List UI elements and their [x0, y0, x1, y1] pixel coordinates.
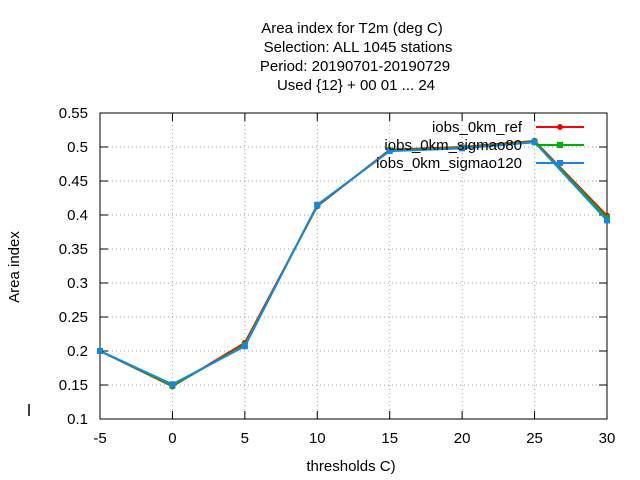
data-point: [241, 343, 248, 350]
y-tick-label: 0.35: [59, 241, 88, 258]
title-line-3: Period: 20190701-20190729: [260, 58, 450, 75]
x-tick-label: 10: [309, 430, 326, 447]
legend-marker: [557, 142, 563, 148]
series-line-iobs_0km_sigmao120: [99, 141, 608, 386]
title-line-1: Area index for T2m (deg C): [261, 20, 442, 37]
legend-marker: [557, 124, 563, 130]
chart-title: Area index for T2m (deg C) Selection: AL…: [260, 20, 452, 94]
x-tick-label: 20: [454, 430, 471, 447]
y-tick-label: 0.2: [67, 343, 88, 360]
axis-ticks: -5 0 5 10 15 20 25 30 0.1 0.15 0.2 0.25 0.3 0.35 0.4 0.…: [59, 105, 616, 447]
plot-border: [99, 112, 608, 420]
y-tick-label: 0.1: [67, 411, 88, 428]
data-point: [314, 201, 321, 208]
data-point: [604, 217, 610, 224]
legend-label: iobs_0km_sigmao80: [384, 137, 522, 154]
x-tick-label: -5: [93, 430, 106, 447]
y-tick-label: 0.4: [67, 207, 88, 224]
x-axis-label: thresholds C): [306, 458, 395, 475]
x-tick-label: 5: [241, 430, 249, 447]
y-tick-label: 0.45: [59, 173, 88, 190]
legend: iobs_0km_refiobs_0km_sigmao80iobs_0km_si…: [376, 119, 584, 172]
x-tick-label: 15: [381, 430, 398, 447]
legend-marker: [557, 160, 563, 166]
x-tick-label: 25: [526, 430, 543, 447]
y-axis-label: Area index: [6, 231, 23, 303]
x-tick-label: 0: [168, 430, 176, 447]
legend-label: iobs_0km_ref: [432, 119, 523, 136]
legend-label: iobs_0km_sigmao120: [376, 155, 522, 172]
data-point: [531, 139, 538, 146]
data-point: [386, 148, 393, 155]
series-group: [97, 137, 610, 390]
grid: [100, 113, 607, 419]
data-point: [97, 348, 103, 354]
x-tick-label: 30: [599, 430, 616, 447]
title-line-2: Selection: ALL 1045 stations: [264, 39, 453, 56]
data-point: [169, 381, 176, 388]
y-tick-label: 0.55: [59, 105, 88, 122]
data-point: [459, 145, 466, 152]
title-line-4: Used {12} + 00 01 ... 24: [277, 77, 435, 94]
y-tick-label: 0.25: [59, 309, 88, 326]
y-tick-label: 0.5: [67, 139, 88, 156]
y-tick-label: 0.3: [67, 275, 88, 292]
y-tick-label: 0.15: [59, 377, 88, 394]
